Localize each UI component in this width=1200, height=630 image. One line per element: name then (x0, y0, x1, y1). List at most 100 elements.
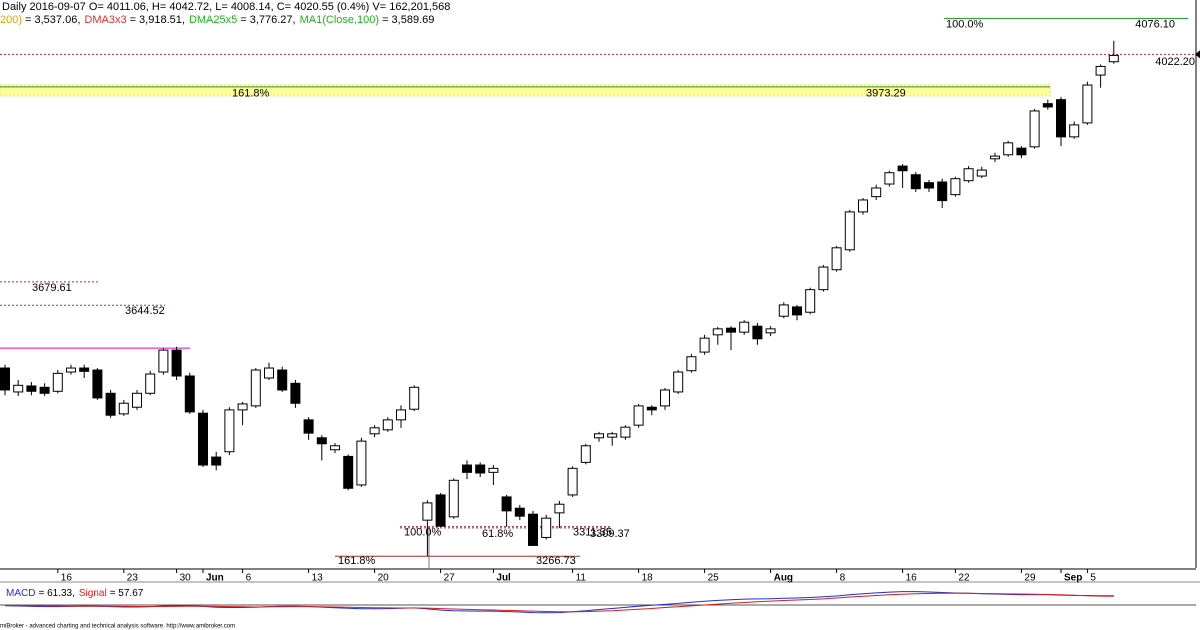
footer: miBroker - advanced charting and technic… (0, 624, 235, 630)
candle-body (818, 266, 829, 291)
price-marker (1195, 50, 1200, 59)
level-band (0, 84, 1051, 97)
level-label: 3973.29 (866, 88, 906, 100)
x-tick-label: Sep (1064, 573, 1082, 584)
candle-body (660, 389, 670, 407)
indicator-value: = 3,537.06, (25, 14, 80, 26)
x-tick-label: 30 (180, 573, 192, 584)
candle-body (752, 325, 763, 340)
candle-body (435, 494, 446, 527)
candle-body (356, 440, 367, 486)
candle-body (858, 199, 868, 213)
x-tick-label: 18 (642, 573, 654, 584)
candle-body (620, 426, 631, 438)
candle-body (580, 445, 591, 463)
candle-body (211, 456, 222, 466)
candle-body (686, 356, 697, 372)
candle-body (198, 412, 208, 466)
level-label: 4076.10 (1135, 18, 1175, 30)
candle-body (990, 155, 1000, 160)
candle-body (26, 385, 37, 392)
candle-body (910, 174, 921, 190)
candle-body (673, 371, 684, 393)
level-percent: 161.8% (338, 555, 376, 567)
indicator-value: = 3,776.27, (240, 14, 295, 26)
candle-body (963, 168, 974, 182)
candle-body (712, 328, 723, 336)
candle-body (950, 178, 961, 196)
candle-body (1069, 124, 1080, 138)
candle-body (844, 211, 855, 251)
candle-body (528, 513, 538, 546)
x-tick-label: 20 (378, 573, 390, 584)
candle-body (264, 367, 274, 379)
candle-body (1095, 65, 1106, 76)
candle-body (924, 182, 934, 189)
candle-body (118, 402, 129, 415)
level-percent: 100.0% (404, 526, 442, 538)
legend-value: = 61.33, (38, 588, 74, 599)
candle-body (1042, 103, 1053, 108)
level-percent: 100.0% (946, 18, 984, 30)
candle-body (382, 419, 393, 431)
macd-line (4, 592, 1114, 613)
level-label: 3266.73 (536, 555, 576, 567)
x-tick-label: 22 (958, 573, 970, 584)
x-tick-label: 29 (1024, 573, 1036, 584)
candle-body (884, 172, 895, 185)
candle-body (250, 369, 261, 407)
candle-body (514, 507, 525, 517)
x-tick-label: 11 (576, 573, 587, 584)
candle-body (145, 373, 156, 394)
candle-body (369, 427, 380, 435)
level-label: 3644.52 (125, 305, 165, 317)
x-tick-label: 23 (127, 573, 139, 584)
candle-body (594, 433, 604, 439)
candle-body (13, 384, 24, 393)
level-percent: 61.8% (482, 528, 513, 540)
candle-body (66, 367, 76, 373)
candle-body (541, 517, 552, 538)
candle-body (158, 349, 169, 373)
indicator-value: = 3,918.51, (130, 14, 185, 26)
candle-body (316, 437, 327, 445)
candle-body (1082, 84, 1093, 124)
candle-body (79, 367, 90, 372)
level-percent: 161.8% (232, 88, 270, 100)
candle-body (290, 382, 301, 404)
candle-body (0, 367, 10, 391)
x-tick-label: 27 (444, 573, 456, 584)
candle-body (330, 445, 340, 451)
candle-body (646, 406, 657, 411)
indicator-name: DMA3x3 (84, 14, 126, 26)
x-tick-label: Aug (774, 573, 793, 584)
header-indicators: 200) = 3,537.06, DMA3x3 = 3,918.51, DMA25x5 =… (0, 14, 434, 26)
header-title: Daily 2016-09-07 O= 4011.06, H= 4042.72,… (2, 1, 450, 13)
indicator-name: MA1(Close,100) (300, 14, 379, 26)
candle-body (396, 409, 406, 421)
candle-body (1016, 147, 1027, 156)
candle-body (1003, 142, 1014, 156)
candle-body (277, 369, 288, 391)
candle-body (422, 502, 433, 521)
candle-body (343, 455, 354, 489)
level-label: 3679.61 (32, 282, 72, 294)
candle-body (607, 433, 618, 438)
candle-body (501, 496, 512, 512)
candle-body (237, 403, 248, 411)
legend-name: MACD (6, 588, 35, 599)
indicator-value: = 3,589.69 (382, 14, 434, 26)
candle-body (765, 328, 776, 334)
indicator-name: DMA25x5 (189, 14, 237, 26)
x-tick-label: 25 (708, 573, 720, 584)
x-tick-label: 6 (246, 573, 252, 584)
level-label: 4022.20 (1155, 56, 1195, 68)
candle-body (739, 321, 750, 333)
candle-body (409, 386, 420, 410)
candle-body (303, 419, 314, 434)
candle-body (567, 467, 578, 496)
candle-body (937, 181, 948, 202)
candle-body (792, 306, 802, 316)
